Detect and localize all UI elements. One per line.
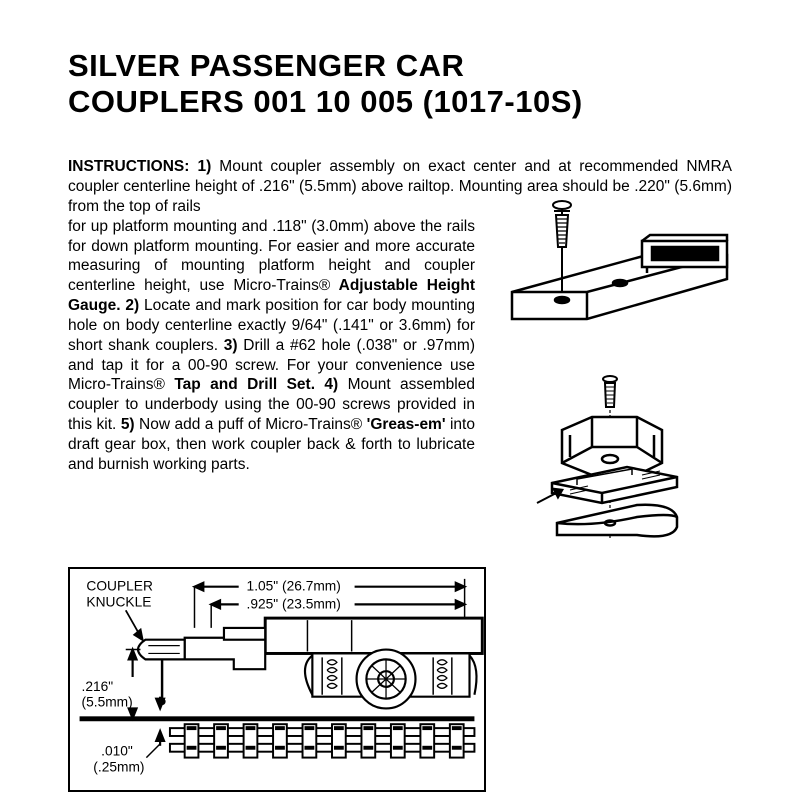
dim-925: .925" (23.5mm) [247,597,341,612]
figure-coupler-assembly [492,375,732,545]
reg-2: ® [154,376,165,393]
instructions-lead: INSTRUCTIONS: 1) [68,158,211,175]
document-title: SILVER PASSENGER CAR COUPLERS 001 10 005… [68,48,732,119]
dim-216a: .216" [82,679,114,694]
instr-5a: Now add a puff of Micro-Trains [135,416,351,433]
dim-216b: (5.5mm) [82,695,133,710]
dim-105: 1.05" (26.7mm) [247,579,341,594]
content-area: INSTRUCTIONS: 1) Mount coupler assembly … [68,157,732,474]
dim-010a: .010" [101,744,133,759]
greasem: 'Greas-em' [362,416,445,433]
instr-5-lead: 5) [121,416,135,433]
label-coupler: COUPLER [86,579,153,594]
reg-3: ® [351,416,362,433]
instr-4-lead: . 4) [311,376,338,393]
instr-3-lead: 3) [224,337,238,354]
figure-side-dimensions: COUPLER KNUCKLE 1.05" (26.7mm) .925" (23… [68,567,486,792]
label-knuckle: KNUCKLE [86,595,151,610]
instr-2-lead: . 2) [116,297,139,314]
title-line-2: COUPLERS 001 10 005 (1017-10S) [68,84,583,119]
title-line-1: SILVER PASSENGER CAR [68,48,464,83]
dim-010b: (.25mm) [93,760,144,775]
reg-1: ® [319,277,330,294]
tap-drill: Tap and Drill Set [165,376,311,393]
figure-mounting-platform [492,197,732,357]
